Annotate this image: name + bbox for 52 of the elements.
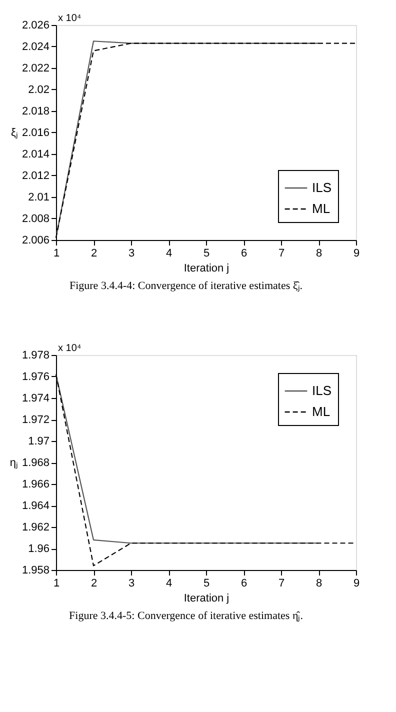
x-tick-label: 2: [90, 578, 98, 590]
x-tick-label: 6: [240, 248, 248, 260]
x-tick-label: 1: [53, 248, 60, 260]
x-tick-label: 4: [166, 248, 172, 260]
y-tick-label: 1.96: [28, 543, 50, 555]
y-tick-label: 2.022: [22, 62, 50, 74]
y-axis-title: ξⱼ: [11, 127, 18, 139]
y-tick-label: 2.01: [28, 192, 50, 204]
legend-label: ILS: [312, 180, 332, 195]
y-tick-label: 1.966: [22, 478, 50, 490]
y-tick-label: 1.958: [22, 564, 50, 576]
y-tick-label: 2.024: [22, 41, 50, 53]
y-tick-label: 1.972: [22, 414, 50, 426]
x-axis-title: Iteration j: [184, 262, 230, 274]
y-tick-label: 2.018: [22, 106, 50, 118]
x-tick-label: 3: [128, 578, 135, 590]
y-tick-label: 2.016: [22, 127, 50, 139]
legend-label: ML: [312, 201, 330, 216]
x-tick-label: 9: [353, 248, 360, 260]
y-tick-label: 2.012: [22, 170, 50, 182]
x-tick-label: 5: [203, 578, 210, 590]
y-tick-label: 1.968: [22, 457, 50, 469]
y-tick-label: 2.006: [22, 234, 50, 246]
x-tick-label: 7: [278, 248, 285, 260]
x-tick-label: 7: [278, 578, 285, 590]
x-tick-label: 3: [128, 248, 135, 260]
y-tick-label: 1.97: [28, 436, 50, 448]
x-tick-label: 1: [53, 578, 60, 590]
x-tick-label: 6: [240, 578, 248, 590]
y-tick-label: 1.978: [22, 350, 50, 362]
y-tick-label: 2.014: [22, 148, 50, 160]
y-tick-label: 2.026: [22, 20, 50, 32]
y-axis-title: ηⱼ: [10, 457, 18, 469]
caption: Figure 3.4.4-4: Convergence of iterative estimates ξ̂ⱼ.: [69, 280, 303, 292]
y-tick-label: 1.976: [22, 371, 50, 383]
y-tick-label: 1.964: [22, 500, 50, 512]
x-tick-label: 5: [203, 248, 210, 260]
y-tick-label: 2.008: [22, 213, 50, 225]
text: x 10⁴: [58, 343, 82, 354]
legend-label: ML: [312, 404, 330, 419]
x-tick-label: 8: [316, 578, 322, 590]
x-tick-label: 2: [90, 248, 98, 260]
x-tick-label: 8: [316, 248, 322, 260]
text: x 10⁴: [58, 13, 82, 24]
legend-label: ILS: [312, 383, 332, 398]
y-tick-label: 1.962: [22, 522, 50, 534]
caption: Figure 3.4.4-5: Convergence of iterative estimates η̂ⱼ.: [69, 610, 304, 622]
y-tick-label: 1.974: [22, 392, 50, 404]
x-tick-label: 9: [353, 578, 360, 590]
y-tick-label: 2.02: [28, 84, 50, 96]
x-tick-label: 4: [166, 578, 172, 590]
x-axis-title: Iteration j: [184, 592, 230, 604]
